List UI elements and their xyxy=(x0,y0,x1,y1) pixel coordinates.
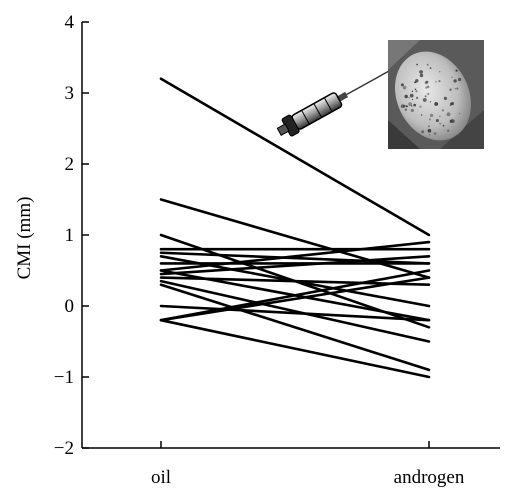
series-line xyxy=(159,276,431,322)
x-category-label: androgen xyxy=(394,467,465,488)
series-line xyxy=(159,279,431,343)
y-tick-label: 4 xyxy=(65,12,75,33)
y-tick-label: 2 xyxy=(65,154,75,175)
y-tick-label: 0 xyxy=(65,296,75,317)
y-axis-title: CMI (mm) xyxy=(14,197,35,280)
syringe-icon xyxy=(276,65,399,137)
y-tick-label: 1 xyxy=(65,225,75,246)
series-line xyxy=(159,283,431,372)
series-line xyxy=(159,318,431,379)
y-tick-label: −1 xyxy=(54,367,74,388)
y-tick-label: −2 xyxy=(54,438,74,459)
y-tick-label: 3 xyxy=(65,83,75,104)
egg-photo xyxy=(388,40,484,149)
x-ticks: oil androgen xyxy=(151,441,465,488)
series-line xyxy=(159,251,431,265)
series-line xyxy=(159,254,431,276)
series-line xyxy=(159,77,431,237)
series-lines xyxy=(159,77,431,379)
series-line xyxy=(159,240,431,272)
y-ticks: −2 −1 0 1 2 3 4 xyxy=(54,12,89,459)
series-line xyxy=(159,304,431,322)
x-category-label: oil xyxy=(151,467,171,488)
